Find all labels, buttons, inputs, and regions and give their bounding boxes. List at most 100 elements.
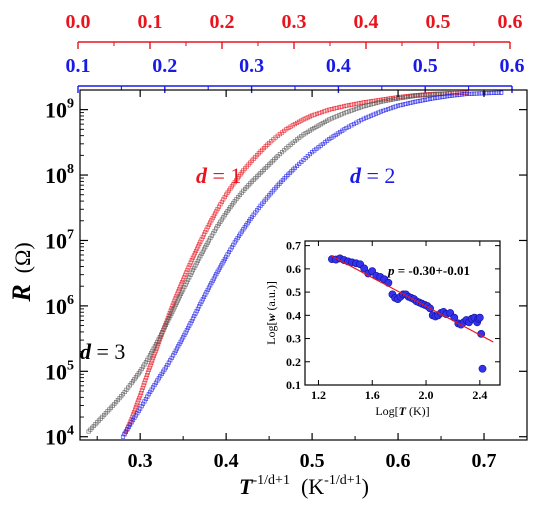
data-point: [189, 258, 194, 263]
data-point: [479, 91, 484, 96]
data-point: [388, 106, 393, 111]
data-point: [200, 249, 205, 254]
data-point: [183, 330, 188, 335]
data-point: [327, 117, 332, 122]
inset-points-group: [327, 254, 487, 373]
data-point: [356, 101, 361, 106]
data-point: [346, 124, 351, 129]
data-point: [199, 251, 204, 256]
data-point: [316, 123, 321, 128]
data-point: [408, 94, 413, 99]
data-point: [206, 285, 211, 290]
data-point: [324, 108, 329, 113]
data-point: [193, 263, 198, 268]
data-point: [405, 101, 410, 106]
data-point: [149, 351, 154, 356]
data-point: [349, 108, 354, 113]
data-point: [356, 119, 361, 124]
data-point: [167, 316, 172, 321]
data-point: [381, 99, 386, 104]
data-point: [148, 363, 153, 368]
data-point: [169, 311, 174, 316]
data-point: [201, 247, 207, 252]
data-point: [197, 304, 202, 309]
top-axis-tick-label: 0.5: [413, 55, 438, 77]
data-point: [491, 90, 496, 95]
data-point: [180, 289, 185, 294]
data-point: [220, 261, 225, 266]
data-point: [301, 132, 306, 137]
data-point: [197, 242, 202, 247]
data-point: [383, 107, 388, 112]
series-label-2: d = 3: [80, 339, 125, 364]
data-point: [327, 107, 332, 112]
data-point: [301, 117, 306, 122]
data-point: [157, 334, 162, 340]
data-point: [383, 98, 388, 103]
top-axes: 0.0 0.1 0.2 0.3 0.4 0.5 0.60.1 0.2 0.3 0.4 0.5 0.6: [66, 11, 525, 93]
data-point: [195, 306, 200, 311]
data-point: [173, 296, 178, 301]
data-point: [147, 353, 153, 358]
data-point: [190, 268, 196, 273]
inset-x-axis-label: Log[T (K)]: [375, 404, 429, 418]
data-point: [400, 95, 406, 100]
data-point: [216, 267, 221, 272]
x-tick-label: 0.7: [472, 450, 497, 472]
data-point: [198, 254, 203, 259]
data-point: [423, 97, 428, 102]
data-point: [339, 104, 344, 109]
data-point: [195, 258, 200, 263]
data-point: [477, 91, 482, 96]
inset-background: [245, 237, 506, 421]
data-point: [447, 91, 452, 96]
data-point: [361, 116, 366, 121]
inset-point: [475, 313, 484, 322]
data-point: [430, 96, 435, 101]
data-point: [447, 93, 452, 98]
data-point: [354, 106, 359, 111]
inset-x-tick-label: 2.0: [419, 388, 434, 402]
data-point: [204, 227, 209, 232]
data-point: [186, 265, 191, 270]
data-point: [201, 294, 207, 299]
data-point: [143, 378, 148, 383]
data-point: [427, 96, 433, 102]
top-axis-tick-label: 0.2: [152, 55, 177, 77]
data-point: [146, 367, 151, 373]
top-axis-tick-label: 0.6: [498, 11, 523, 33]
x-tick-label: 0.4: [214, 450, 239, 472]
data-point: [190, 255, 195, 260]
inset-plot: 1.2 1.6 2.0 2.4 0.1 0.2 0.3 0.4 0.5 0.6 0.7 p = -…: [245, 237, 506, 421]
inset-y-tick-label: 0.6: [286, 262, 301, 276]
inset-point: [478, 364, 487, 373]
data-point: [322, 119, 328, 124]
data-point: [183, 272, 188, 277]
data-point: [179, 337, 184, 342]
data-point: [410, 100, 415, 105]
x-tick-label: 0.5: [300, 450, 325, 472]
top-axis-tick-label: 0.4: [354, 11, 379, 33]
data-point: [174, 346, 180, 351]
data-point: [162, 325, 167, 330]
data-point: [437, 95, 442, 100]
data-point: [187, 262, 192, 268]
data-point: [206, 222, 211, 227]
data-point: [189, 318, 194, 323]
data-point: [299, 118, 304, 123]
data-point: [188, 260, 193, 265]
data-point: [145, 373, 150, 378]
data-point: [199, 237, 204, 242]
data-point: [145, 370, 150, 375]
data-point: [371, 98, 376, 103]
data-point: [211, 213, 216, 218]
data-point: [150, 348, 155, 353]
data-point: [415, 99, 420, 104]
y-tick-label: 106: [45, 293, 74, 319]
data-point: [425, 92, 430, 98]
data-point: [286, 125, 291, 130]
data-point: [192, 314, 197, 319]
top-axis-tick-label: 0.4: [326, 55, 351, 77]
data-point: [181, 335, 186, 340]
